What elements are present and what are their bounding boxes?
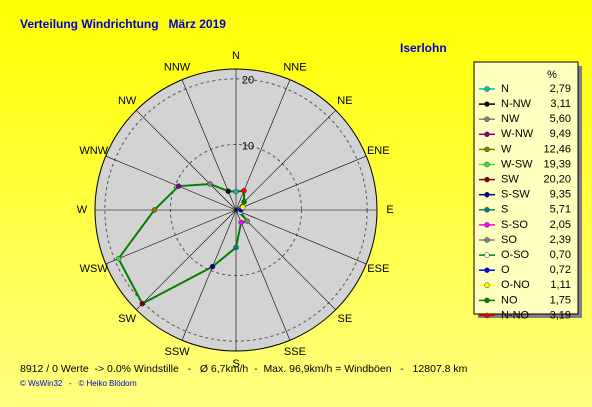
legend-value: 5,71 [550, 204, 571, 216]
legend-value: 3,19 [550, 309, 571, 321]
legend-label: N-NO [501, 309, 530, 321]
direction-label: SSE [284, 346, 306, 358]
direction-label: NNW [164, 62, 191, 74]
legend-marker [484, 222, 490, 228]
data-point [244, 218, 250, 224]
legend-value: 2,39 [550, 234, 571, 246]
legend-label: S-SO [501, 219, 528, 231]
legend-marker [484, 131, 490, 138]
data-point [209, 263, 216, 270]
legend-value: 0,72 [550, 264, 571, 276]
legend-marker [484, 252, 490, 258]
legend-marker [484, 176, 490, 183]
data-point [233, 244, 239, 251]
legend-label: SO [501, 234, 517, 246]
legend-value: 9,49 [550, 128, 571, 140]
legend-label: S-SW [501, 189, 530, 201]
legend-label: W-SW [501, 158, 533, 170]
direction-label: SSW [165, 346, 191, 358]
direction-label: SE [338, 313, 353, 325]
legend-marker [484, 101, 490, 107]
footer-text: 8912 / 0 Werte -> 0.0% Windstille - Ø 6,… [20, 363, 468, 375]
spoke [136, 110, 237, 211]
spoke [235, 209, 291, 341]
legend-value: 20,20 [543, 174, 571, 186]
direction-label: E [386, 204, 393, 216]
data-point [139, 300, 146, 307]
legend-marker [484, 297, 490, 304]
legend-label: W [501, 143, 512, 155]
legend-marker [484, 146, 490, 153]
legend-marker [484, 267, 490, 273]
legend-value: 5,60 [550, 113, 571, 125]
direction-label: SW [118, 313, 136, 325]
direction-label: WSW [80, 263, 109, 275]
legend-label: NW [501, 113, 520, 125]
legend-marker [484, 312, 490, 319]
legend-value: 3,11 [550, 98, 571, 110]
spoke [235, 209, 367, 265]
data-point [241, 187, 247, 194]
data-point [233, 188, 239, 195]
legend-value: 9,35 [550, 189, 571, 201]
legend-value: 12,46 [543, 143, 571, 155]
r-tick-label: 10 [242, 140, 254, 152]
spoke [181, 209, 237, 341]
spoke [235, 209, 336, 310]
spoke [105, 155, 237, 211]
data-point [225, 188, 231, 194]
r-tick-label: 20 [242, 75, 254, 87]
legend-marker [484, 237, 490, 243]
legend-marker [484, 191, 490, 198]
chart-subtitle: Iserlohn [400, 41, 447, 55]
spoke [105, 209, 237, 265]
legend-marker [484, 116, 490, 122]
legend-label: N-NW [501, 98, 532, 110]
direction-label: N [232, 50, 240, 62]
data-point [207, 181, 213, 187]
spoke [136, 209, 237, 310]
spoke [181, 79, 237, 211]
legend-label: O-NO [501, 279, 530, 291]
legend-value: 19,39 [543, 158, 571, 170]
legend-value: 1,75 [550, 294, 571, 306]
spoke [235, 110, 336, 211]
legend-marker [484, 282, 490, 289]
legend-value: 2,79 [550, 83, 571, 95]
legend-marker [484, 86, 490, 92]
copyright: © WsWin32 - © Heiko Blödorn [20, 379, 137, 388]
direction-label: S [232, 358, 239, 370]
direction-label: NE [337, 95, 352, 107]
spoke [235, 155, 367, 211]
legend-title: % [547, 69, 557, 81]
legend-label: O-SO [501, 249, 530, 261]
legend-label: NO [501, 294, 518, 306]
legend-label: S [501, 204, 508, 216]
legend-value: 0,70 [550, 249, 571, 261]
data-point [151, 207, 158, 213]
data-point [241, 199, 247, 205]
legend-label: W-NW [501, 128, 534, 140]
legend-marker [484, 161, 490, 168]
chart-title: Verteilung Windrichtung März 2019 [20, 17, 226, 31]
direction-label: ENE [367, 145, 390, 157]
legend-marker [484, 207, 490, 213]
direction-label: WNW [79, 145, 108, 157]
legend-value: 2,05 [550, 219, 571, 231]
direction-label: W [77, 204, 88, 216]
data-point [238, 219, 244, 226]
data-point [175, 183, 182, 189]
direction-label: ESE [367, 263, 389, 275]
legend-value: 1,11 [550, 279, 571, 291]
data-point [239, 204, 246, 210]
data-point [115, 255, 122, 262]
direction-label: NNE [283, 62, 306, 74]
legend-label: N [501, 83, 509, 95]
legend-label: SW [501, 174, 519, 186]
legend-label: O [501, 264, 510, 276]
direction-label: NW [118, 95, 137, 107]
